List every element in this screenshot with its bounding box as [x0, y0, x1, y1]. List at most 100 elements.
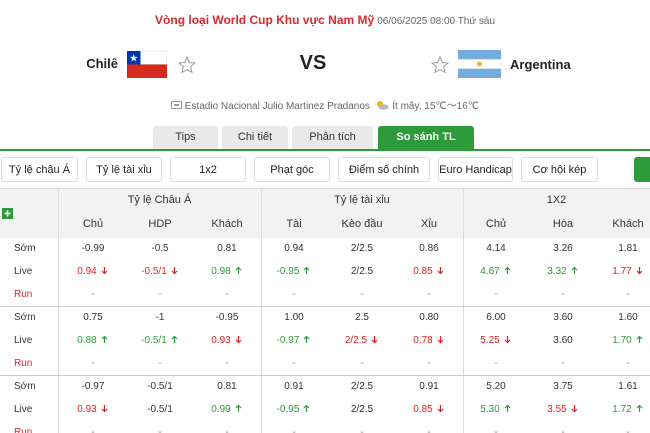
odds-cell: 2/2.5 [329, 398, 395, 421]
odds-value: 0.91 [284, 381, 304, 392]
odds-value: - [225, 427, 229, 433]
trend-arrow [437, 267, 444, 275]
odds-cell: 0.80 [396, 306, 462, 329]
odds-value: 0.85 [413, 266, 433, 277]
odds-cell: 0.91 [396, 375, 462, 398]
odds-cell: - [127, 421, 193, 433]
odds-value: - [360, 358, 364, 369]
odds-value: - [91, 427, 95, 433]
odds-cell: 2/2.5 [329, 375, 395, 398]
odds-cell: 2.5 [329, 306, 395, 329]
column-header: Khách [612, 218, 644, 230]
odds-cell: 5.25 [463, 329, 529, 352]
odds-value: - [561, 289, 565, 300]
home-flag [127, 51, 167, 78]
favorite-star[interactable] [178, 56, 196, 73]
odds-cell: 0.93 [60, 398, 126, 421]
filter-button[interactable]: Tỷ lệ tài xỉu [86, 157, 162, 182]
odds-value: 2/2.5 [350, 243, 374, 254]
row-label: Sớm [14, 243, 36, 254]
weather-icon [377, 101, 389, 110]
filter-button[interactable]: Cơ hội kép [521, 157, 598, 182]
odds-cell: - [60, 352, 126, 375]
filter-button[interactable]: Tỷ lệ châu Á [1, 157, 78, 182]
odds-cell: - [396, 352, 462, 375]
odds-value: 3.32 [547, 266, 567, 277]
trend-arrow [235, 266, 242, 274]
odds-value: 3.60 [553, 312, 573, 323]
filter-button[interactable]: Euro Handicap [438, 157, 513, 182]
expand-icon[interactable] [2, 208, 13, 219]
odds-value: 0.78 [413, 335, 433, 346]
row-label: Live [14, 266, 33, 277]
odds-value: 0.93 [211, 335, 231, 346]
odds-value: 2/2.5 [344, 335, 368, 346]
odds-cell: -0.95 [261, 260, 327, 283]
trend-arrow [504, 266, 511, 274]
odds-cell: - [261, 352, 327, 375]
tab-underline [0, 149, 650, 151]
odds-value: 3.60 [553, 335, 573, 346]
odds-cell: - [60, 283, 126, 306]
row-label: Sớm [14, 381, 36, 392]
odds-value: - [292, 358, 296, 369]
odds-cell: - [194, 421, 260, 433]
filter-button[interactable]: Điểm số chính xác [338, 157, 430, 201]
odds-value: -0.95 [215, 312, 239, 323]
odds-value: 2.5 [355, 312, 369, 323]
odds-value: 1.81 [618, 243, 638, 254]
odds-value: - [494, 358, 498, 369]
odds-cell: 0.93 [194, 329, 260, 352]
trend-arrow [303, 404, 310, 412]
odds-value: - [427, 289, 431, 300]
more-button[interactable] [634, 157, 650, 182]
odds-cell: -0.97 [261, 329, 327, 352]
trend-arrow [636, 267, 643, 275]
odds-cell: 0.91 [261, 375, 327, 398]
odds-cell: -0.5 [127, 237, 193, 260]
odds-value: -0.5/1 [147, 381, 173, 392]
filter-button[interactable]: Phạt góc [254, 157, 330, 182]
odds-value: 1.00 [284, 312, 304, 323]
weather: Ít mây, 15℃～16℃ [392, 101, 479, 112]
trend-arrow [235, 404, 242, 412]
odds-cell: - [127, 283, 193, 306]
tab[interactable]: So sánh TL [378, 126, 474, 149]
row-label: Run [14, 427, 33, 433]
trend-arrow [504, 404, 511, 412]
filter-button[interactable]: 1x2 [170, 157, 246, 182]
odds-cell: 1.70 [595, 329, 650, 352]
column-header: Kèo đầu [341, 218, 383, 230]
odds-value: 0.91 [419, 381, 439, 392]
column-header: HDP [148, 218, 172, 230]
odds-value: 5.25 [480, 335, 500, 346]
odds-value: - [494, 427, 498, 433]
odds-cell: 0.98 [194, 260, 260, 283]
odds-value: 2/2.5 [350, 266, 374, 277]
odds-value: 1.72 [612, 404, 632, 415]
odds-value: 5.20 [486, 381, 506, 392]
favorite-star[interactable] [431, 56, 449, 73]
column-header: Chủ [82, 218, 104, 230]
odds-cell: 3.75 [530, 375, 596, 398]
odds-value: - [626, 427, 630, 433]
odds-value: 5.30 [480, 404, 500, 415]
odds-cell: - [329, 283, 395, 306]
odds-cell: - [261, 283, 327, 306]
group-header: Tỷ lệ Châu Á [127, 194, 192, 206]
divider [463, 188, 464, 433]
trend-arrow [171, 267, 178, 275]
odds-value: - [360, 289, 364, 300]
odds-cell: - [530, 283, 596, 306]
odds-cell: -0.97 [60, 375, 126, 398]
odds-value: - [561, 358, 565, 369]
tab[interactable]: Phân tích [292, 126, 373, 149]
tab[interactable]: Tips [153, 126, 218, 149]
odds-cell: 0.86 [396, 237, 462, 260]
odds-cell: - [194, 352, 260, 375]
trend-arrow [437, 405, 444, 413]
datetime: 06/06/2025 08:00 Thứ sáu [377, 16, 495, 27]
tab[interactable]: Chi tiết [222, 126, 288, 149]
odds-cell: - [261, 421, 327, 433]
odds-value: -1 [155, 312, 165, 323]
